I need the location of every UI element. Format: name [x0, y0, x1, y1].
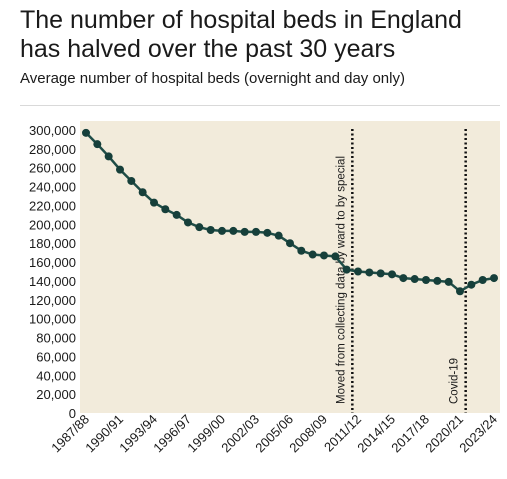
y-tick-label: 0	[69, 406, 76, 421]
data-point	[184, 218, 192, 227]
y-axis-tick-labels: 0 20,000 40,000 60,000 80,000 100,000 120,000 1…	[29, 123, 76, 421]
y-tick-label: 20,000	[36, 387, 76, 402]
data-point	[444, 277, 453, 286]
data-point	[467, 280, 476, 289]
y-tick-label: 280,000	[29, 142, 76, 157]
y-tick-label: 220,000	[29, 198, 76, 213]
x-tick-label: 2008/09	[286, 412, 330, 456]
data-point	[274, 231, 283, 240]
y-tick-label: 60,000	[36, 349, 76, 364]
data-point	[229, 226, 238, 235]
data-point	[206, 225, 215, 234]
data-point	[93, 140, 102, 149]
data-point	[104, 152, 113, 161]
y-tick-label: 240,000	[29, 180, 76, 195]
data-point	[331, 252, 340, 261]
data-point	[365, 268, 374, 277]
annotations: Moved from collecting data by ward to by…	[335, 129, 467, 413]
data-point	[127, 176, 136, 185]
chart-subtitle: Average number of hospital beds (overnig…	[20, 70, 405, 87]
data-point	[286, 239, 294, 248]
y-tick-label: 120,000	[29, 293, 76, 308]
y-tick-label: 100,000	[29, 312, 76, 327]
series-beds	[82, 128, 498, 296]
data-point	[388, 270, 396, 279]
y-tick-label: 80,000	[36, 331, 76, 346]
data-point	[252, 227, 260, 236]
data-point	[456, 287, 464, 296]
data-point	[478, 275, 487, 284]
data-point	[138, 188, 147, 197]
chart-title: The number of hospital beds in England h…	[20, 6, 462, 63]
data-point	[172, 210, 181, 219]
data-point	[320, 251, 328, 260]
data-point	[410, 275, 419, 284]
y-tick-label: 160,000	[29, 255, 76, 270]
y-tick-label: 180,000	[29, 236, 76, 251]
data-point	[297, 246, 306, 255]
data-point	[82, 128, 90, 137]
x-tick-label: 2023/24	[456, 412, 500, 456]
data-point	[240, 227, 249, 236]
data-point	[399, 274, 408, 283]
data-point	[116, 165, 124, 174]
y-tick-label: 300,000	[29, 123, 76, 138]
x-axis-tick-labels: 1987/881990/911993/941996/971999/002002/…	[48, 412, 500, 456]
data-point	[263, 228, 272, 237]
y-tick-label: 200,000	[29, 217, 76, 232]
data-point	[376, 269, 385, 278]
data-point	[354, 267, 362, 276]
data-point	[490, 274, 498, 283]
y-tick-label: 260,000	[29, 161, 76, 176]
y-tick-label: 140,000	[29, 274, 76, 289]
data-point	[150, 198, 158, 207]
data-point	[218, 226, 226, 235]
data-point	[433, 276, 442, 285]
y-tick-label: 40,000	[36, 368, 76, 383]
annotation-label: Covid-19	[449, 358, 461, 404]
plot-background	[80, 121, 500, 413]
annotation-label: Moved from collecting data by ward to by…	[335, 156, 347, 404]
data-point	[422, 275, 430, 284]
data-point	[195, 223, 204, 232]
data-point	[161, 205, 170, 214]
data-point	[308, 250, 317, 259]
title-divider	[20, 105, 500, 106]
data-point	[342, 265, 351, 274]
